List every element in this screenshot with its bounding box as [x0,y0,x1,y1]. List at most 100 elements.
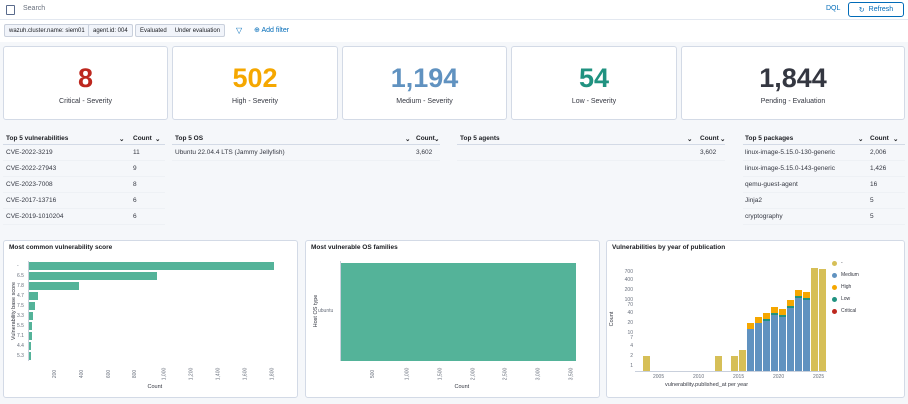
chart-title: Most common vulnerability score [9,244,113,251]
stat-value: 8 [77,63,94,93]
y-axis-label: Vulnerability base score [11,281,17,341]
x-tick-label: 1,400 [215,367,222,381]
bar [29,292,38,300]
refresh-button[interactable]: ↻ Refresh [848,2,904,17]
chart-vulnerability-score: Most common vulnerability score - 6.5 7.8 4… [3,240,298,398]
x-tick-label: 1,200 [188,367,195,381]
chevron-down-icon[interactable]: ⌄ [119,136,125,143]
y-axis-line [340,261,341,361]
stat-label: Critical - Severity [59,98,112,105]
bar-segment-low [787,305,794,308]
chevron-down-icon[interactable]: ⌄ [858,136,864,143]
x-axis-label: Count [454,384,470,390]
cell-name: linux-image-5.15.0-143-generic [745,165,835,172]
query-bar: Search DQL ↻ Refresh [0,0,908,20]
x-tick-label: 200 [52,369,58,379]
y-tick-label: 700 [624,269,633,276]
refresh-icon: ↻ [858,6,865,14]
chevron-down-icon[interactable]: ⌄ [434,136,440,143]
bar [803,292,810,371]
dql-toggle[interactable]: DQL [826,5,841,12]
x-tick-label: 1,500 [437,367,444,381]
bar-segment-low [795,296,802,299]
table-row: qemu-guest-agent 16 [743,177,905,193]
bar [29,352,31,360]
y-tick-label: 5.5 [17,323,24,329]
x-tick-label: 2025 [813,374,825,380]
cell-count: 6 [133,213,137,220]
y-tick-label: 5.3 [17,353,24,359]
add-filter-button[interactable]: ⊕ Add filter [254,27,290,34]
chart-title: Most vulnerable OS families [311,244,398,251]
bar-segment-high [795,290,802,297]
bar [29,332,32,340]
cell-count: 5 [870,197,874,204]
y-tick-label: 7.8 [17,283,24,289]
column-header[interactable]: Top 5 agents [460,135,500,142]
y-tick-label: 10 [627,329,633,336]
stat-value: 1,194 [390,63,459,93]
calendar-icon[interactable] [6,5,15,15]
x-tick-label: 600 [105,369,112,379]
bar-segment-low [763,319,770,322]
y-tick-label: 7.5 [17,303,24,309]
y-tick-label: 20 [627,320,633,326]
cell-name: Ubuntu 22.04.4 LTS (Jammy Jellyfish) [175,149,285,156]
bar [715,355,722,371]
stat-label: High - Severity [232,98,278,105]
cell-name: CVE-2023-7008 [6,181,53,188]
filter-icon[interactable]: ▽ [236,26,243,35]
y-tick-label: 6.5 [17,273,24,279]
cell-name: Jinja2 [745,197,762,204]
filter-pill-cluster[interactable]: wazuh.cluster.name: siem01 [4,24,90,37]
y-axis-line [28,261,29,361]
legend-swatch [832,297,837,302]
filter-label-extra: Under evaluation [174,27,221,34]
stat-label: Low - Severity [571,98,617,105]
bar [811,267,818,371]
legend-label: Low [841,296,851,302]
y-tick-label: ubuntu [318,308,334,314]
filter-pill-agent[interactable]: agent.id: 004 [88,24,133,37]
bar-segment-low [771,313,778,316]
chevron-down-icon[interactable]: ⌄ [893,136,899,143]
filter-pill-status[interactable]: Evaluated Under evaluation [135,24,226,37]
x-tick-label: 3,500 [567,367,574,381]
y-tick-label: 3.3 [17,313,24,319]
cell-name: linux-image-5.15.0-130-generic [745,149,835,156]
column-header[interactable]: Top 5 vulnerabilities [6,135,69,142]
column-header[interactable]: Count [700,135,719,142]
column-header[interactable]: Top 5 packages [745,135,794,142]
x-tick-label: 1,800 [268,367,275,381]
column-header[interactable]: Count [870,135,889,142]
column-header[interactable]: Count [416,135,435,142]
bar [755,317,762,371]
table-row: Ubuntu 22.04.4 LTS (Jammy Jellyfish) 3,60… [172,145,440,161]
x-tick-label: 2015 [733,374,745,380]
search-input[interactable]: Search [23,5,46,12]
bar-segment-low [779,314,786,317]
column-header[interactable]: Top 5 OS [175,135,204,142]
table-header: Top 5 agents ⌄ Count ⌄ [457,131,725,145]
bar [819,268,826,371]
chevron-down-icon[interactable]: ⌄ [720,136,726,143]
stat-medium: 1,194 Medium - Severity [342,46,507,120]
chevron-down-icon[interactable]: ⌄ [687,136,693,143]
chevron-down-icon[interactable]: ⌄ [405,136,411,143]
column-header[interactable]: Count [133,135,152,142]
x-tick-label: 2010 [693,374,705,380]
cell-count: 8 [133,181,137,188]
table-row: CVE-2023-7008 8 [3,177,165,193]
x-tick-label: 2,500 [502,367,509,381]
chevron-down-icon[interactable]: ⌄ [155,136,161,143]
table-row: CVE-2019-1010204 6 [3,209,165,225]
cell-name: CVE-2022-3219 [6,149,53,156]
table-header: Top 5 OS ⌄ Count ⌄ [172,131,440,145]
cell-name: CVE-2019-1010204 [6,213,64,220]
cell-count: 9 [133,165,137,172]
bar [731,355,738,371]
y-tick-label: 4.4 [17,343,24,349]
stat-pending: 1,844 Pending - Evaluation [681,46,905,120]
y-tick-label: 1 [630,362,633,369]
stat-value: 54 [578,63,610,93]
